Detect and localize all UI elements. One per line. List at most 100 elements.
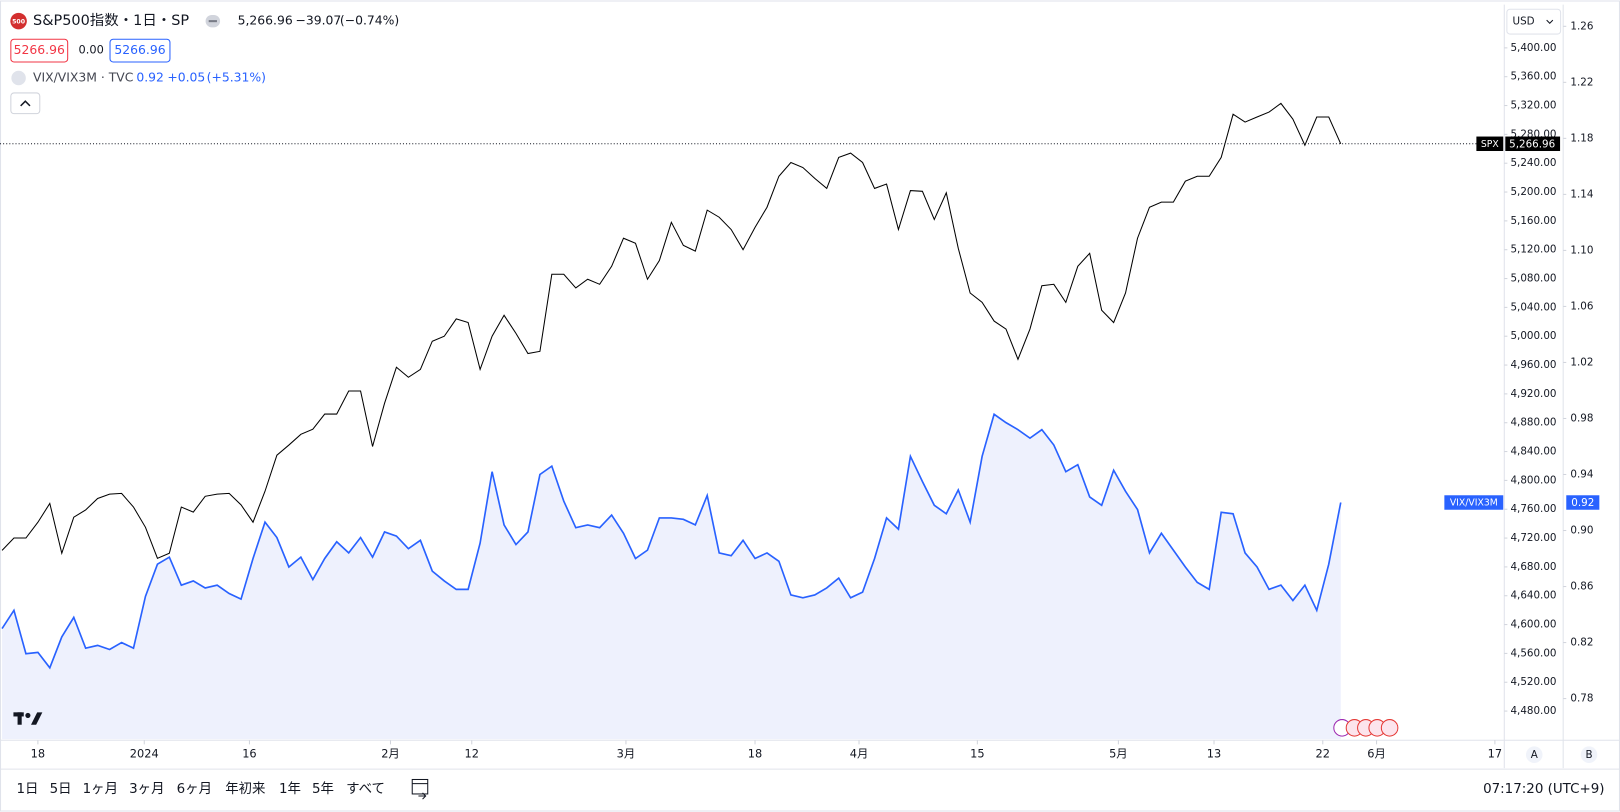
range-button[interactable]: 1ヶ月 <box>83 782 118 797</box>
axis-button[interactable] <box>1580 746 1598 763</box>
event-icon[interactable] <box>1380 719 1399 737</box>
series-tag-label: VIX/VIX3M <box>1450 498 1498 509</box>
y2-tick-label: 1.06 <box>1570 300 1593 312</box>
x-tick-label: 4月 <box>850 747 869 761</box>
series-line[interactable] <box>1 412 1342 670</box>
overlay-last: 0.92 <box>136 69 164 84</box>
brand-logo <box>13 712 43 725</box>
y-tick-label: 5,000.00 <box>1510 330 1556 342</box>
event-icons[interactable] <box>1333 719 1399 737</box>
x-tick-label: 13 <box>1207 747 1221 761</box>
x-tick-label: 16 <box>242 747 256 761</box>
x-tick-label: 2月 <box>381 747 400 761</box>
range-button[interactable]: 5年 <box>312 781 334 797</box>
last-price: 5,266.96 <box>238 13 293 28</box>
y-tick-label: 4,920.00 <box>1510 388 1556 400</box>
y-tick-label: 5,360.00 <box>1510 71 1556 83</box>
y-tick-label: 5,120.00 <box>1510 244 1556 256</box>
y2-tick-label: 1.18 <box>1570 132 1593 144</box>
axis-button-label: B <box>1585 749 1592 761</box>
range-button[interactable]: 1年 <box>279 781 301 797</box>
y-tick-label: 4,640.00 <box>1510 590 1556 602</box>
y2-tick-label: 0.82 <box>1570 637 1593 649</box>
x-tick-label: 12 <box>465 747 479 761</box>
collapse-icon <box>20 100 31 107</box>
y2-tick-label: 1.14 <box>1570 188 1593 200</box>
price-tag-label: 0.92 <box>1571 497 1594 509</box>
y-tick-label: 4,960.00 <box>1510 359 1556 371</box>
overlay-logo <box>11 70 26 86</box>
plot-area <box>0 102 1504 740</box>
price-tag-label: 5,266.96 <box>1509 138 1555 150</box>
x-tick-label: 2024 <box>130 747 159 761</box>
y-tick-label: 4,600.00 <box>1510 619 1556 631</box>
currency-select[interactable] <box>1506 8 1562 35</box>
clock: 07:17:20 (UTC+9) <box>1483 782 1604 797</box>
brand-logo-part <box>30 712 43 725</box>
range-button[interactable]: 5日 <box>50 782 72 797</box>
x-tick-label: 6月 <box>1367 747 1386 761</box>
y2-tick-label: 1.22 <box>1570 76 1593 88</box>
range-button[interactable]: 3ヶ月 <box>129 782 164 797</box>
currency: USD <box>1513 16 1535 28</box>
y-tick-label: 4,720.00 <box>1510 532 1556 544</box>
range-button[interactable]: 1日 <box>17 782 39 797</box>
y-tick-label: 4,880.00 <box>1510 417 1556 429</box>
series-tag-label: SPX <box>1481 139 1499 150</box>
brand-logo-part <box>25 712 31 719</box>
range-button[interactable]: すべて <box>346 781 385 797</box>
symbol-title[interactable]: S&P500指数・1日・SP <box>33 12 189 29</box>
compare-icon[interactable] <box>411 778 429 800</box>
y-tick-label: 5,280.00 <box>1510 128 1556 140</box>
y-tick-label: 4,760.00 <box>1510 503 1556 515</box>
range-button[interactable]: 年初来 <box>225 781 265 797</box>
compare-icon-part <box>418 792 427 800</box>
logo <box>10 12 27 30</box>
series-line[interactable] <box>1 102 1342 559</box>
area <box>2 414 1341 740</box>
y2-tick-label: 0.94 <box>1570 468 1593 480</box>
x-tick-label: 3月 <box>617 747 636 761</box>
series-tag <box>1476 136 1504 152</box>
series-tag <box>1444 495 1504 510</box>
y2-tick-label: 1.26 <box>1570 20 1593 32</box>
y2-tick-label: 0.78 <box>1570 693 1593 705</box>
y2-tick-label: 1.02 <box>1570 356 1593 368</box>
y-tick-label: 4,680.00 <box>1510 561 1556 573</box>
overlay-title[interactable]: VIX/VIX3M · TVC <box>33 69 133 84</box>
axes: 18 2024 16 2月 12 3月 18 4月 15 5月 13 22 6月 17 4,480.00 4,… <box>31 20 1594 760</box>
y-tick-label: 5,160.00 <box>1510 215 1556 227</box>
y-tick-label: 5,040.00 <box>1510 301 1556 313</box>
y-tick-label: 4,520.00 <box>1510 676 1556 688</box>
y-tick-label: 5,240.00 <box>1510 157 1556 169</box>
y2-tick-label: 0.98 <box>1570 412 1593 424</box>
price-tag <box>1505 136 1561 152</box>
y-tick-label: 4,560.00 <box>1510 647 1556 659</box>
price-change: −39.07 <box>295 13 341 28</box>
price-change-pct: (−0.74%) <box>340 13 399 28</box>
y-tick-label: 5,400.00 <box>1510 42 1556 54</box>
overlay-change: +0.05 <box>167 69 205 84</box>
x-tick-label: 18 <box>31 747 45 761</box>
y-tick-label: 4,800.00 <box>1510 474 1556 486</box>
collapse-button[interactable] <box>10 92 41 115</box>
compare-icon-part <box>411 778 429 795</box>
ask-box[interactable] <box>109 38 171 63</box>
axis-button-label: A <box>1531 749 1538 761</box>
x-tick-label: 18 <box>748 747 762 761</box>
axis-button[interactable] <box>1525 746 1543 763</box>
bid: 5266.96 <box>14 42 65 57</box>
y-tick-label: 5,320.00 <box>1510 100 1556 112</box>
spread: 0.00 <box>79 43 104 57</box>
y2-tick-label: 0.90 <box>1570 525 1593 537</box>
bid-box[interactable] <box>10 38 69 63</box>
ask: 5266.96 <box>114 42 165 57</box>
price-tag <box>1566 495 1600 510</box>
currency-chevron <box>1546 19 1554 24</box>
brand-logo-part <box>17 712 22 725</box>
range-button[interactable]: 6ヶ月 <box>177 782 212 797</box>
x-tick-label: 15 <box>970 747 984 761</box>
x-tick-label: 22 <box>1316 747 1330 761</box>
